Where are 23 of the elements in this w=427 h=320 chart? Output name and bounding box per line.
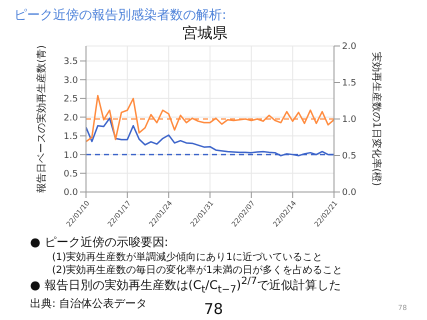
text: (1)実効再生産数が単調減少傾向にあり1に近づいていること [52,250,323,264]
text: (2)実効再生産数の毎日の変化率が1未満の日が多くを占めること [52,264,343,276]
text: 78 [204,300,224,318]
chart-title: 宮城県 [182,24,228,43]
y-tick-label: 2.5 [64,94,78,105]
y2-tick-label: 1.0 [342,115,357,126]
y-tick-label: 1.0 [64,150,78,161]
y2-tick-label: 1.5 [342,78,356,89]
y-tick-label: 3.0 [64,76,78,86]
y2-tick-label: 0.5 [342,152,356,162]
y2-tick-label: 2.0 [342,42,357,52]
y2-tick-label: 0.0 [342,188,357,198]
y-axis-title: 報告日ベースの実効再生産数(青) [36,45,48,193]
text: ● 報告日別の実効再生産数は(C$_{t}$/C$_{t−7}$)$^{2/7}$で近似計算した [30,276,342,296]
y-tick-label: 1.5 [64,132,78,142]
source-note: 出典: 自治体公表データ [30,296,148,311]
y-tick-label: 2.0 [64,113,78,124]
y2-axis-title: 実効再生産数の1日変化率(橙) [370,52,382,186]
chart-subtitle: ピーク近傍の報告別感染者数の解析: [14,7,226,24]
y-tick-label: 0.5 [64,169,78,180]
y-tick-label: 0.0 [64,188,78,198]
y-tick-label: 3.5 [64,57,78,68]
text: ● ピーク近傍の示唆要因: [30,234,168,251]
